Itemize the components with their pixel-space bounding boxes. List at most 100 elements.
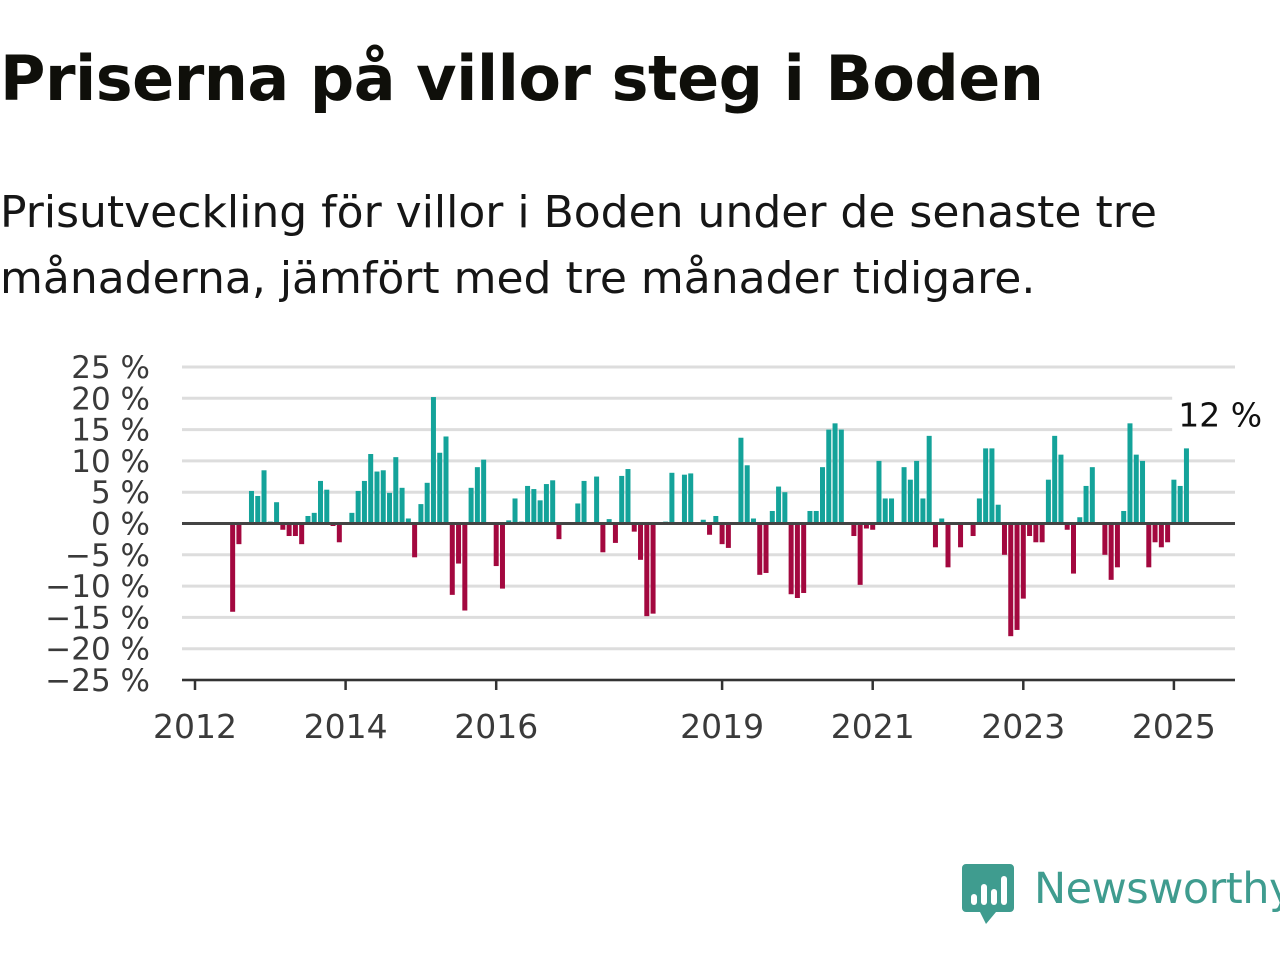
bar	[361, 480, 367, 524]
bar	[1089, 467, 1095, 524]
bar	[794, 523, 800, 598]
bar	[387, 492, 393, 524]
bar	[882, 498, 888, 524]
bar	[713, 515, 719, 524]
y-axis: 25 %20 %15 %10 %5 %0 %−5 %−10 %−15 %−20 …	[45, 350, 150, 699]
bar	[594, 476, 600, 524]
bar	[725, 523, 731, 548]
bar	[437, 452, 443, 524]
bar	[939, 518, 945, 524]
y-tick-label: −25 %	[45, 663, 150, 699]
bar	[456, 523, 462, 564]
bar	[230, 523, 236, 612]
bar	[1014, 523, 1020, 630]
bar	[851, 523, 857, 537]
bar	[889, 498, 895, 524]
bar	[393, 457, 399, 524]
bar	[299, 523, 305, 545]
bar	[380, 470, 386, 524]
bar	[531, 489, 537, 524]
bar	[355, 490, 361, 524]
bar	[838, 429, 844, 524]
bar	[600, 523, 606, 553]
bar	[870, 523, 876, 530]
bar	[1027, 523, 1033, 537]
bar	[782, 492, 788, 524]
bar	[550, 480, 556, 524]
bar	[738, 437, 744, 524]
bar	[575, 503, 581, 524]
chart-title: Priserna på villor steg i Boden	[0, 42, 1044, 115]
bar	[983, 448, 989, 524]
bar	[1171, 479, 1177, 524]
bar	[989, 448, 995, 524]
x-tick-label: 2012	[153, 707, 237, 746]
bar	[820, 467, 825, 524]
bar	[907, 479, 913, 524]
bar	[261, 470, 267, 524]
bar	[581, 480, 587, 524]
bar	[769, 510, 775, 524]
bar	[430, 397, 436, 524]
bar	[719, 523, 725, 545]
bar	[995, 504, 1001, 524]
bar	[700, 519, 706, 524]
bar	[292, 523, 298, 537]
bar	[813, 510, 819, 524]
bar	[631, 523, 637, 532]
bar	[462, 523, 468, 611]
y-tick-label: 25 %	[71, 350, 150, 386]
bar	[920, 498, 926, 524]
bar	[669, 472, 675, 524]
chart-subtitle: Prisutveckling för villor i Boden under …	[0, 187, 1157, 304]
bar	[945, 523, 951, 568]
bar	[280, 523, 286, 530]
bar	[1108, 523, 1114, 580]
y-tick-label: 5 %	[91, 475, 150, 511]
y-tick-label: −5 %	[65, 538, 150, 574]
x-tick-label: 2023	[981, 707, 1065, 746]
bar	[857, 523, 863, 585]
bar	[537, 500, 543, 524]
bar	[1158, 523, 1164, 548]
bar	[349, 512, 355, 524]
bar	[744, 465, 750, 524]
bar	[1071, 523, 1076, 574]
bar	[776, 486, 782, 524]
newsworthy-logo-text: Newsworthy	[1034, 864, 1280, 914]
bar	[757, 523, 763, 575]
bar	[681, 474, 687, 524]
bar	[863, 523, 869, 529]
bar	[619, 475, 625, 524]
bar	[274, 502, 280, 524]
bar	[424, 482, 430, 524]
bar	[801, 523, 807, 593]
bar	[1102, 523, 1108, 555]
bar	[1165, 523, 1171, 543]
bar	[399, 487, 405, 524]
latest-value-label: 12 %	[1178, 395, 1262, 434]
bar	[1058, 454, 1064, 524]
bar	[512, 498, 518, 524]
bar	[324, 489, 330, 524]
bar	[1020, 523, 1026, 599]
bar	[970, 523, 976, 537]
bar	[493, 523, 499, 567]
bar	[311, 512, 317, 524]
annotations: 12 %	[1172, 392, 1262, 437]
bar	[481, 459, 487, 524]
y-tick-label: 15 %	[71, 413, 150, 449]
bar	[638, 523, 644, 560]
bar	[826, 429, 832, 524]
newsworthy-logo[interactable]: Newsworthy	[962, 862, 1280, 928]
bar	[506, 520, 512, 524]
bar	[650, 523, 656, 614]
bar	[1033, 523, 1039, 543]
bar	[788, 523, 794, 595]
bar	[750, 518, 756, 524]
bar	[932, 523, 938, 548]
bar	[958, 523, 964, 548]
x-axis: 2012 2014 2016 2019 2021 2023 2025	[153, 680, 1216, 746]
bar	[543, 484, 549, 524]
bar	[286, 523, 292, 537]
